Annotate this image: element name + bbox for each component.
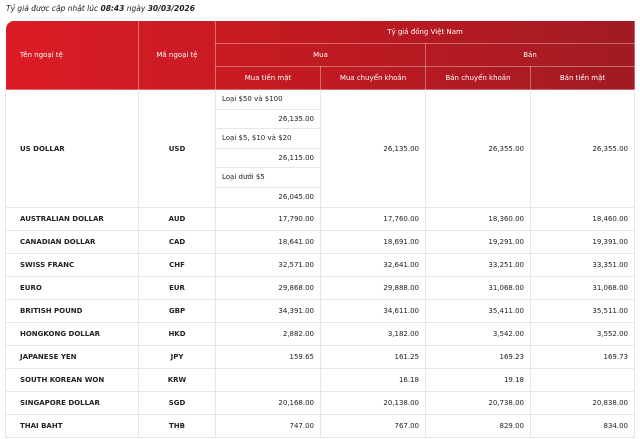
denomination-rate: 26,135.00 [216, 110, 320, 129]
table-row: SWISS FRANC CHF 32,571.00 32,641.00 33,251.0… [5, 253, 636, 277]
buy-transfer: 161.25 [320, 345, 426, 369]
buy-transfer: 26,135.00 [320, 89, 426, 208]
buy-cash: 2,882.00 [215, 322, 321, 346]
table-row: SOUTH KOREAN WON KRW 16.18 19.18 [5, 368, 636, 392]
denomination-rate: 26,045.00 [278, 192, 314, 201]
sell-cash: 3,552.00 [529, 322, 636, 346]
buy-transfer: 17,760.00 [320, 207, 426, 231]
currency-name: SOUTH KOREAN WON [5, 368, 139, 392]
buy-cash: 18,641.00 [215, 230, 321, 254]
buy-cash: 747.00 [215, 414, 321, 438]
buy-cash [215, 368, 321, 392]
currency-name: THAI BAHT [5, 414, 139, 438]
buy-transfer: 16.18 [320, 368, 426, 392]
currency-code: CHF [138, 253, 216, 277]
currency-name: JAPANESE YEN [5, 345, 139, 369]
buy-transfer: 3,182.00 [320, 322, 426, 346]
usd-cash-breakdown: Loại $50 và $100 26,135.00 Loại $5, $10 … [215, 89, 321, 208]
sell-cash: 834.00 [529, 414, 636, 438]
currency-code: CAD [138, 230, 216, 254]
buy-cash: 29,868.00 [215, 276, 321, 300]
header-sell-transfer: Bán chuyển khoản [425, 66, 531, 90]
currency-name: CANADIAN DOLLAR [5, 230, 139, 254]
header-sell-cash: Bán tiền mặt [529, 66, 636, 90]
currency-code: SGD [138, 391, 216, 415]
buy-cash: 32,571.00 [215, 253, 321, 277]
currency-code: THB [138, 414, 216, 438]
currency-name: AUSTRALIAN DOLLAR [5, 207, 139, 231]
table-row: THAI BAHT THB 747.00 767.00 829.00 834.00 [5, 414, 636, 438]
denomination-label: Loại $50 và $100 [216, 90, 320, 110]
currency-code: JPY [138, 345, 216, 369]
sell-transfer: 26,355.00 [425, 89, 531, 208]
currency-name: SWISS FRANC [5, 253, 139, 277]
sell-transfer: 31,068.00 [425, 276, 531, 300]
header-buy: Mua [215, 43, 426, 67]
update-note: Tỷ giá được cập nhật lúc 08:43 ngày 30/0… [6, 4, 195, 13]
denomination-label: Loại $5, $10 và $20 [216, 129, 320, 149]
header-buy-cash: Mua tiền mặt [215, 66, 321, 90]
currency-name: BRITISH POUND [5, 299, 139, 323]
sell-transfer: 20,738.00 [425, 391, 531, 415]
header-code: Mã ngoại tệ [138, 20, 216, 90]
header-sell: Bán [424, 43, 636, 67]
table-row: CANADIAN DOLLAR CAD 18,641.00 18,691.00 19,2… [5, 230, 636, 254]
buy-transfer: 29,888.00 [320, 276, 426, 300]
currency-name: HONGKONG DOLLAR [5, 322, 139, 346]
buy-cash: 20,168.00 [215, 391, 321, 415]
table-row: HONGKONG DOLLAR HKD 2,882.00 3,182.00 3,542.… [5, 322, 636, 346]
currency-code: GBP [138, 299, 216, 323]
table-row: AUSTRALIAN DOLLAR AUD 17,790.00 17,760.00 18… [5, 207, 636, 231]
exchange-rate-table: Tên ngoại tệ Mã ngoại tệ Tỷ giá đồng Việ… [5, 20, 636, 438]
sell-cash: 35,511.00 [529, 299, 636, 323]
header-name: Tên ngoại tệ [5, 20, 139, 90]
currency-code: HKD [138, 322, 216, 346]
denomination-rate: 26,115.00 [216, 149, 320, 168]
buy-transfer: 767.00 [320, 414, 426, 438]
sell-transfer: 19,291.00 [425, 230, 531, 254]
sell-cash: 19,391.00 [529, 230, 636, 254]
sell-cash: 20,838.00 [529, 391, 636, 415]
sell-transfer: 33,251.00 [425, 253, 531, 277]
buy-transfer: 32,641.00 [320, 253, 426, 277]
currency-name: EURO [5, 276, 139, 300]
sell-cash: 26,355.00 [529, 89, 636, 208]
buy-transfer: 34,611.00 [320, 299, 426, 323]
sell-transfer: 18,360.00 [425, 207, 531, 231]
buy-cash: 34,391.00 [215, 299, 321, 323]
sell-transfer: 35,411.00 [425, 299, 531, 323]
table-row: EURO EUR 29,868.00 29,888.00 31,068.00 31,068… [5, 276, 636, 300]
header-buy-transfer: Mua chuyển khoản [320, 66, 426, 90]
sell-cash: 169.73 [529, 345, 636, 369]
buy-transfer: 18,691.00 [320, 230, 426, 254]
buy-cash: 159.65 [215, 345, 321, 369]
currency-code: USD [138, 89, 216, 208]
sell-cash: 33,351.00 [529, 253, 636, 277]
currency-code: KRW [138, 368, 216, 392]
buy-cash: 17,790.00 [215, 207, 321, 231]
table-row-usd: US DOLLAR USD Loại $50 và $100 26,135.00… [5, 89, 636, 208]
sell-cash [529, 368, 636, 392]
table-row: BRITISH POUND GBP 34,391.00 34,611.00 35,411… [5, 299, 636, 323]
sell-transfer: 829.00 [425, 414, 531, 438]
sell-cash: 31,068.00 [529, 276, 636, 300]
currency-code: EUR [138, 276, 216, 300]
sell-transfer: 3,542.00 [425, 322, 531, 346]
currency-name: SINGAPORE DOLLAR [5, 391, 139, 415]
buy-transfer: 20,138.00 [320, 391, 426, 415]
sell-cash: 18,460.00 [529, 207, 636, 231]
table-row: SINGAPORE DOLLAR SGD 20,168.00 20,138.00 20,… [5, 391, 636, 415]
denomination-label: Loại dưới $5 [216, 168, 320, 188]
header-group: Tỷ giá đồng Việt Nam [214, 20, 636, 44]
sell-transfer: 169.23 [425, 345, 531, 369]
currency-code: AUD [138, 207, 216, 231]
table-row: JAPANESE YEN JPY 159.65 161.25 169.23 169.73 [5, 345, 636, 369]
currency-name: US DOLLAR [5, 89, 139, 208]
sell-transfer: 19.18 [425, 368, 531, 392]
